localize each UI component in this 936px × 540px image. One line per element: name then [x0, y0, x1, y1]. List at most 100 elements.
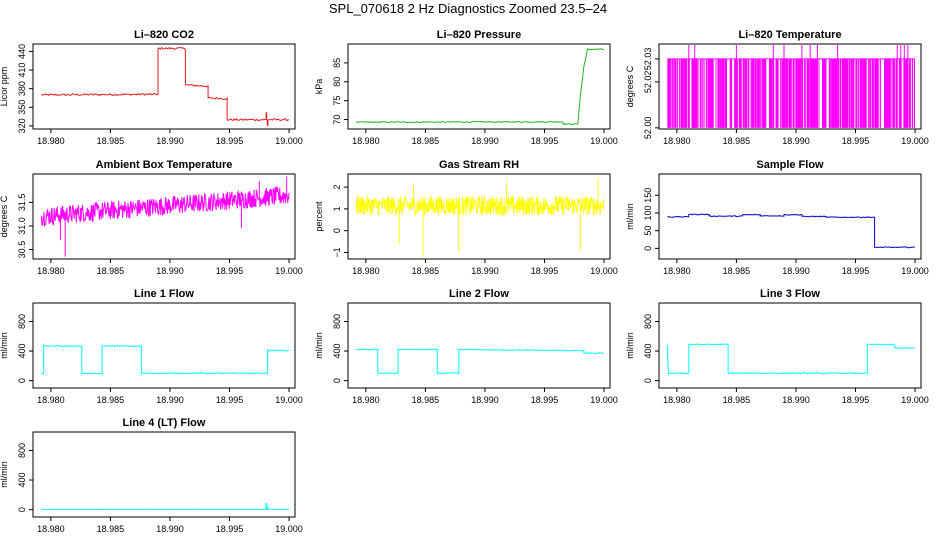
panel-4: Ambient Box Temperature degrees C 18.980 18… — [0, 159, 303, 276]
y-axis-label: Licor ppm — [0, 67, 9, 107]
x-tick-label: 18.995 — [216, 136, 244, 146]
panel-6: Sample Flow ml/min 18.980 18.985 18.990 18.99… — [625, 159, 929, 276]
plot-frame — [32, 302, 296, 389]
x-tick-label: 18.985 — [412, 395, 440, 405]
series-line — [356, 48, 604, 126]
x-tick-label: 18.985 — [412, 136, 440, 146]
y-tick-label: 800 — [17, 314, 27, 329]
y-tick-label: 31.5 — [17, 194, 27, 212]
x-tick-label: 18.990 — [156, 395, 184, 405]
y-tick-label: 70 — [332, 115, 342, 125]
y-axis-label: percent — [314, 201, 324, 232]
y-axis-label: degrees C — [0, 195, 9, 237]
plot-frame — [32, 431, 296, 518]
x-tick-label: 18.995 — [842, 136, 870, 146]
panel-5: Gas Stream RH percent 18.980 18.985 18.990 18… — [314, 159, 618, 276]
plot-frame — [347, 173, 611, 260]
x-tick-label: 18.980 — [352, 395, 380, 405]
series-line — [41, 344, 290, 375]
panel-9: Line 3 Flow ml/min 18.980 18.985 18.990 18.99… — [625, 288, 929, 405]
panel-title: Line 1 Flow — [134, 288, 194, 300]
x-tick-label: 18.995 — [216, 524, 244, 534]
x-tick-label: 18.990 — [782, 395, 810, 405]
x-tick-label: 19.000 — [901, 136, 929, 146]
x-tick-label: 18.985 — [723, 136, 751, 146]
x-tick-label: 18.985 — [97, 136, 125, 146]
x-tick-label: 18.980 — [663, 266, 691, 276]
figure-title: SPL_070618 2 Hz Diagnostics Zoomed 23.5–… — [328, 1, 608, 16]
x-tick-label: 19.000 — [275, 136, 303, 146]
y-tick-label: 400 — [332, 344, 342, 359]
y-axis-label: kPa — [314, 79, 324, 95]
plot-frame — [658, 302, 922, 389]
plot-frame — [347, 43, 611, 130]
y-tick-label: 800 — [17, 443, 27, 458]
x-tick-label: 18.985 — [97, 266, 125, 276]
y-tick-label: 800 — [643, 314, 653, 329]
y-tick-label: 0 — [643, 246, 653, 251]
series-line — [667, 213, 916, 249]
x-tick-label: 18.990 — [471, 395, 499, 405]
panel-8: Line 2 Flow ml/min 18.980 18.985 18.990 18.99… — [314, 288, 618, 405]
x-tick-label: 18.985 — [723, 395, 751, 405]
panel-title: Line 2 Flow — [449, 288, 509, 300]
x-tick-label: 18.995 — [531, 266, 559, 276]
x-tick-label: 18.980 — [37, 136, 65, 146]
x-tick-label: 18.985 — [412, 266, 440, 276]
x-tick-label: 19.000 — [590, 395, 618, 405]
series-line — [41, 46, 289, 122]
x-tick-label: 18.985 — [97, 524, 125, 534]
panel-title: Gas Stream RH — [439, 159, 519, 171]
y-tick-label: 440 — [17, 44, 27, 59]
y-tick-label: 0 — [332, 228, 342, 233]
y-tick-label: 52.00 — [643, 117, 653, 140]
panel-title: Li–820 Temperature — [738, 29, 841, 41]
panel-title: Li–820 CO2 — [134, 29, 194, 41]
panel-title: Li–820 Pressure — [437, 29, 521, 41]
x-tick-label: 18.990 — [156, 136, 184, 146]
panel-10: Line 4 (LT) Flow ml/min 18.980 18.985 18.990… — [0, 417, 303, 534]
x-tick-label: 19.000 — [590, 136, 618, 146]
panel-title: Line 3 Flow — [760, 288, 820, 300]
x-tick-label: 18.985 — [723, 266, 751, 276]
x-tick-label: 18.995 — [531, 136, 559, 146]
panel-title: Line 4 (LT) Flow — [123, 417, 206, 429]
y-tick-label: 52.02 — [643, 71, 653, 94]
plot-frame — [32, 173, 296, 260]
series-line — [356, 348, 605, 375]
y-tick-label: 0 — [643, 378, 653, 383]
y-axis-label: degrees C — [625, 65, 635, 107]
y-tick-label: 410 — [17, 63, 27, 78]
plot-frame — [347, 302, 611, 389]
x-tick-label: 18.990 — [782, 266, 810, 276]
x-tick-label: 19.000 — [275, 266, 303, 276]
x-tick-label: 18.980 — [37, 524, 65, 534]
y-tick-label: 2 — [332, 185, 342, 190]
x-tick-label: 19.000 — [901, 395, 929, 405]
y-tick-label: 75 — [332, 96, 342, 106]
y-tick-label: 0 — [17, 378, 27, 383]
y-axis-label: ml/min — [625, 332, 635, 359]
x-tick-label: 18.980 — [37, 266, 65, 276]
y-tick-label: 80 — [332, 77, 342, 87]
y-tick-label: 150 — [643, 188, 653, 203]
y-tick-label: 400 — [17, 473, 27, 488]
y-tick-label: 100 — [643, 205, 653, 220]
x-tick-label: 18.980 — [663, 395, 691, 405]
y-tick-label: 380 — [17, 81, 27, 96]
series-high-bars — [688, 45, 909, 128]
y-axis-label: ml/min — [314, 332, 324, 359]
x-tick-label: 18.990 — [471, 136, 499, 146]
y-tick-label: 31.0 — [17, 217, 27, 235]
x-tick-label: 18.980 — [37, 395, 65, 405]
series-line — [355, 194, 605, 217]
x-tick-label: 18.990 — [471, 266, 499, 276]
x-tick-label: 18.995 — [531, 395, 559, 405]
x-tick-label: 18.990 — [782, 136, 810, 146]
x-tick-label: 19.000 — [275, 524, 303, 534]
y-tick-label: 0 — [17, 507, 27, 512]
x-tick-label: 19.000 — [901, 266, 929, 276]
panel-7: Line 1 Flow ml/min 18.980 18.985 18.990 18.99… — [0, 288, 303, 405]
y-tick-label: 52.03 — [643, 48, 653, 71]
